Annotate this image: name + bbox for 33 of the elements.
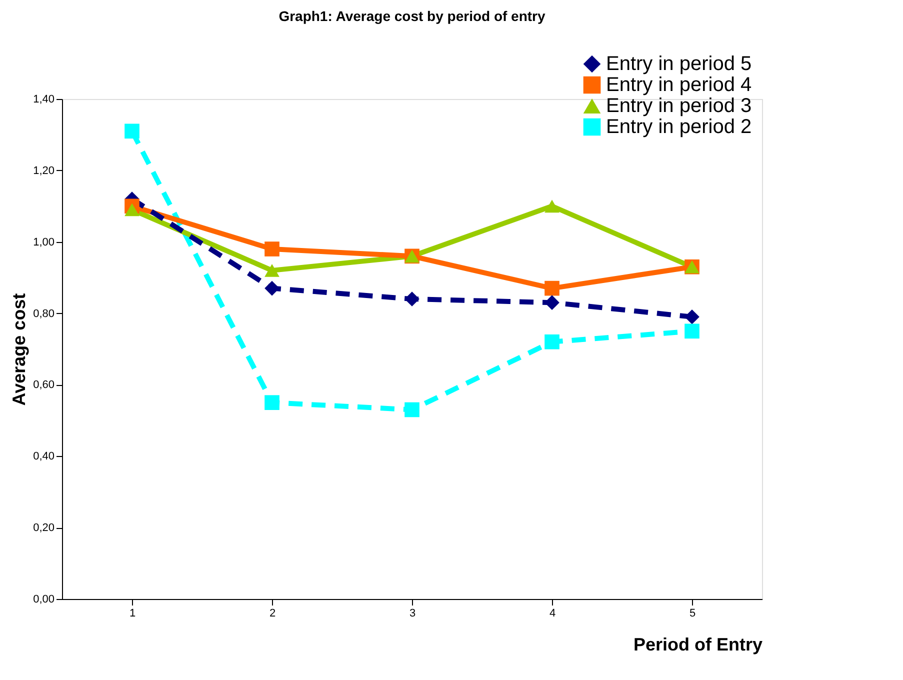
point bbox=[404, 292, 420, 306]
y-tick-label: 0,20 bbox=[33, 522, 54, 534]
y-tick-label: 0,80 bbox=[33, 308, 54, 320]
legend-label: Entry in period 3 bbox=[606, 95, 752, 117]
point bbox=[264, 264, 280, 277]
x-tick-label: 5 bbox=[689, 608, 696, 620]
point bbox=[124, 124, 140, 139]
y-axis-title: Average cost bbox=[9, 293, 30, 406]
y-tick-label: 0,60 bbox=[33, 379, 54, 392]
point bbox=[544, 334, 560, 350]
point bbox=[684, 324, 700, 339]
point bbox=[264, 280, 280, 296]
x-tick-label: 4 bbox=[549, 608, 556, 620]
x-tick-label: 3 bbox=[409, 608, 416, 620]
point bbox=[264, 242, 280, 256]
point bbox=[264, 395, 280, 410]
point bbox=[544, 200, 560, 213]
legend-label: Entry in period 2 bbox=[606, 116, 752, 138]
point bbox=[544, 280, 560, 296]
point bbox=[684, 309, 700, 324]
x-tick-label: 2 bbox=[269, 608, 276, 620]
x-axis-title: Period of Entry bbox=[633, 634, 762, 654]
y-tick-label: 0,00 bbox=[33, 594, 54, 606]
x-tick-label: 1 bbox=[129, 608, 136, 620]
y-tick-label: 1,20 bbox=[33, 164, 54, 177]
y-tick-label: 1,00 bbox=[33, 236, 54, 248]
y-tick-label: 1,40 bbox=[33, 94, 54, 106]
legend-label: Entry in period 4 bbox=[606, 74, 752, 96]
y-tick-label: 0,40 bbox=[33, 450, 54, 463]
legend-label: Entry in period 5 bbox=[606, 53, 752, 75]
point bbox=[124, 203, 140, 216]
chart-title: Graph1: Average cost by period of entry bbox=[278, 8, 546, 24]
point bbox=[404, 402, 420, 418]
